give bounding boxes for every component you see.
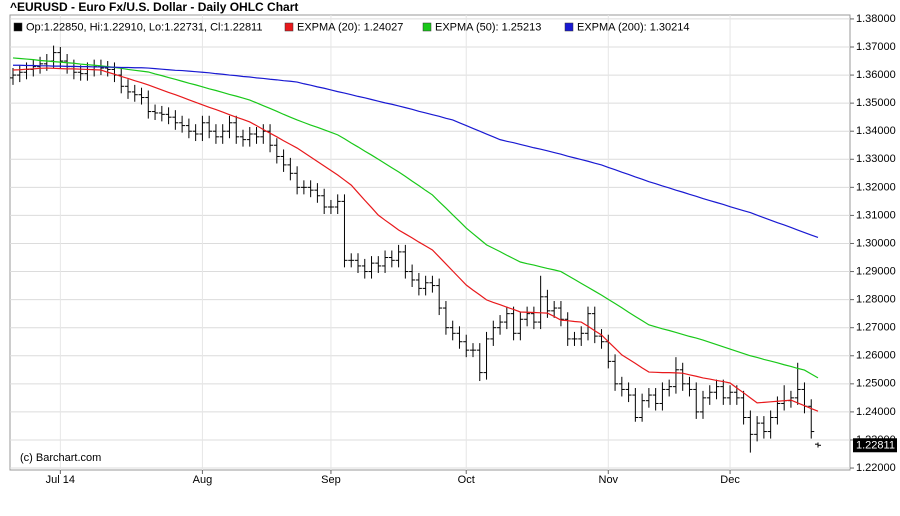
axes: 1.220001.230001.240001.250001.260001.270… — [46, 13, 897, 486]
y-tick-label: 1.31000 — [856, 209, 896, 221]
ema-line — [12, 57, 819, 379]
y-tick-label: 1.26000 — [856, 350, 896, 362]
legend: Op:1.22850, Hi:1.22910, Lo:1.22731, Cl:1… — [13, 21, 690, 33]
ema-line — [13, 64, 819, 239]
x-tick-label: Dec — [720, 474, 740, 486]
y-tick-label: 1.22000 — [856, 462, 896, 474]
y-tick-label: 1.24000 — [856, 406, 896, 418]
credit: (c) Barchart.com — [20, 452, 101, 464]
legend-label: Op:1.22850, Hi:1.22910, Lo:1.22731, Cl:1… — [26, 21, 262, 33]
y-tick-label: 1.34000 — [856, 125, 896, 137]
y-tick-label: 1.36000 — [856, 69, 896, 81]
chart-title: ^EURUSD - Euro Fx/U.S. Dollar - Daily OH… — [10, 0, 298, 14]
y-tick-label: 1.38000 — [856, 13, 896, 25]
grid — [10, 15, 850, 470]
x-tick-label: Jul 14 — [46, 474, 75, 486]
legend-label: EXPMA (200): 1.30214 — [577, 21, 690, 33]
y-tick-label: 1.30000 — [856, 237, 896, 249]
legend-swatch — [564, 22, 574, 32]
y-tick-label: 1.32000 — [856, 181, 896, 193]
ohlc-bars — [10, 45, 821, 453]
lines — [12, 57, 819, 412]
x-tick-label: Nov — [599, 474, 619, 486]
y-tick-label: 1.27000 — [856, 322, 896, 334]
y-tick-label: 1.29000 — [856, 265, 896, 277]
y-tick-label: 1.33000 — [856, 153, 896, 165]
legend-label: EXPMA (50): 1.25213 — [435, 21, 541, 33]
last-price-label: 1.22811 — [856, 440, 895, 452]
legend-swatch — [284, 22, 294, 32]
last-price-box — [853, 438, 897, 453]
ema-line — [12, 67, 819, 412]
y-tick-label: 1.25000 — [856, 378, 896, 390]
legend-swatch — [422, 22, 432, 32]
x-tick-label: Sep — [321, 474, 341, 486]
y-tick-label: 1.28000 — [856, 294, 896, 306]
legend-swatch — [13, 22, 23, 32]
x-tick-label: Oct — [458, 474, 475, 486]
y-tick-label: 1.35000 — [856, 97, 896, 109]
x-tick-label: Aug — [193, 474, 213, 486]
y-tick-label: 1.37000 — [856, 41, 896, 53]
legend-label: EXPMA (20): 1.24027 — [297, 21, 403, 33]
plot-frame — [9, 14, 851, 471]
